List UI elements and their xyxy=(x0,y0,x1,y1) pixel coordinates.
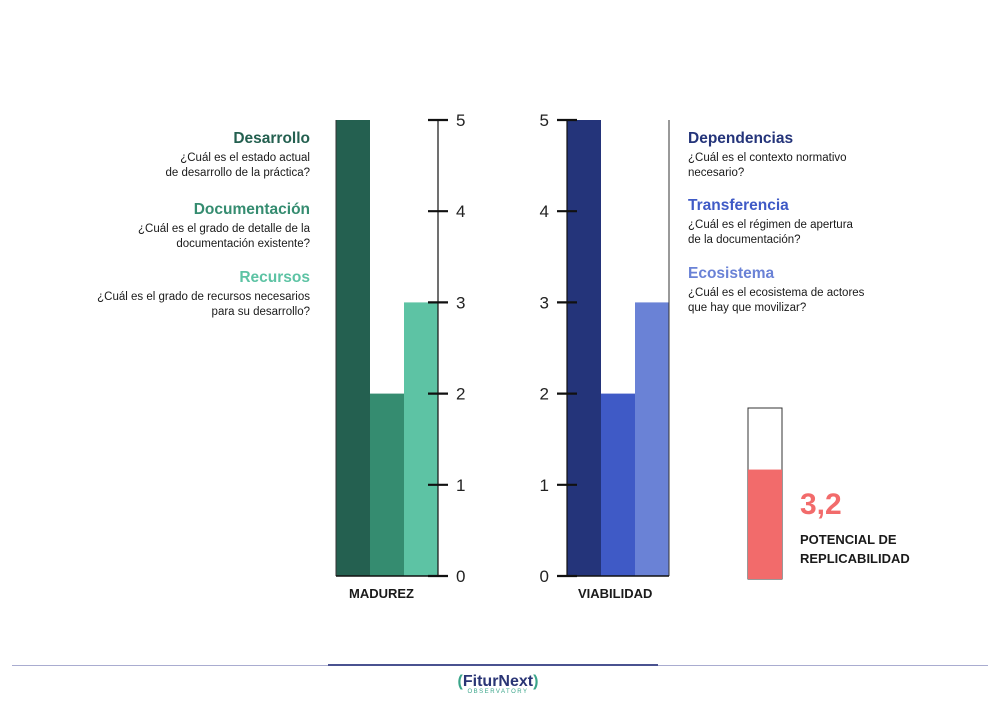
label-title: Documentación xyxy=(193,201,310,218)
label-transferencia: Transferencia ¿Cuál es el régimen de ape… xyxy=(688,197,938,248)
label-question: ¿Cuál es el grado de detalle de la docum… xyxy=(138,223,310,250)
label-desarrollo: Desarrollo ¿Cuál es el estado actual de … xyxy=(60,130,310,181)
bar xyxy=(635,302,669,576)
label-title: Ecosistema xyxy=(688,265,775,282)
tick-label: 4 xyxy=(540,202,549,221)
bar xyxy=(567,120,601,576)
label-title: Transferencia xyxy=(688,197,789,214)
tick-label: 0 xyxy=(540,567,549,586)
label-title: Desarrollo xyxy=(233,130,310,147)
tick-label: 2 xyxy=(456,385,465,404)
logo-name: (FiturNext) xyxy=(457,673,539,690)
footer-divider-accent xyxy=(328,664,658,666)
bar xyxy=(404,302,438,576)
bar xyxy=(370,393,404,576)
bar xyxy=(336,120,370,576)
label-question: ¿Cuál es el régimen de apertura de la do… xyxy=(688,219,853,246)
tick-label: 5 xyxy=(456,111,465,130)
fiturnext-logo: (FiturNext) OBSERVATORY xyxy=(448,673,548,695)
label-recursos: Recursos ¿Cuál es el grado de recursos n… xyxy=(60,269,310,320)
label-documentacion: Documentación ¿Cuál es el grado de detal… xyxy=(60,201,310,252)
label-dependencias: Dependencias ¿Cuál es el contexto normat… xyxy=(688,130,938,181)
bar xyxy=(601,393,635,576)
tick-label: 3 xyxy=(540,293,549,312)
tick-label: 1 xyxy=(456,476,465,495)
tick-label: 0 xyxy=(456,567,465,586)
tick-label: 1 xyxy=(540,476,549,495)
tick-label: 2 xyxy=(540,385,549,404)
score-value: 3,2 xyxy=(800,488,842,521)
label-question: ¿Cuál es el contexto normativo necesario… xyxy=(688,152,847,179)
tick-label: 3 xyxy=(456,293,465,312)
label-question: ¿Cuál es el ecosistema de actores que ha… xyxy=(688,287,865,314)
category-viabilidad: VIABILIDAD xyxy=(578,586,653,601)
label-title: Recursos xyxy=(239,269,310,286)
label-title: Dependencias xyxy=(688,130,794,147)
label-ecosistema: Ecosistema ¿Cuál es el ecosistema de act… xyxy=(688,265,938,316)
score-caption: POTENCIAL DE REPLICABILIDAD xyxy=(800,532,910,566)
category-madurez: MADUREZ xyxy=(349,586,414,601)
gauge-fill xyxy=(748,469,782,579)
label-question: ¿Cuál es el grado de recursos necesarios… xyxy=(97,291,310,318)
tick-label: 4 xyxy=(456,202,465,221)
tick-label: 5 xyxy=(540,111,549,130)
logo-subtitle: OBSERVATORY xyxy=(467,689,529,695)
label-question: ¿Cuál es el estado actual de desarrollo … xyxy=(165,152,310,179)
